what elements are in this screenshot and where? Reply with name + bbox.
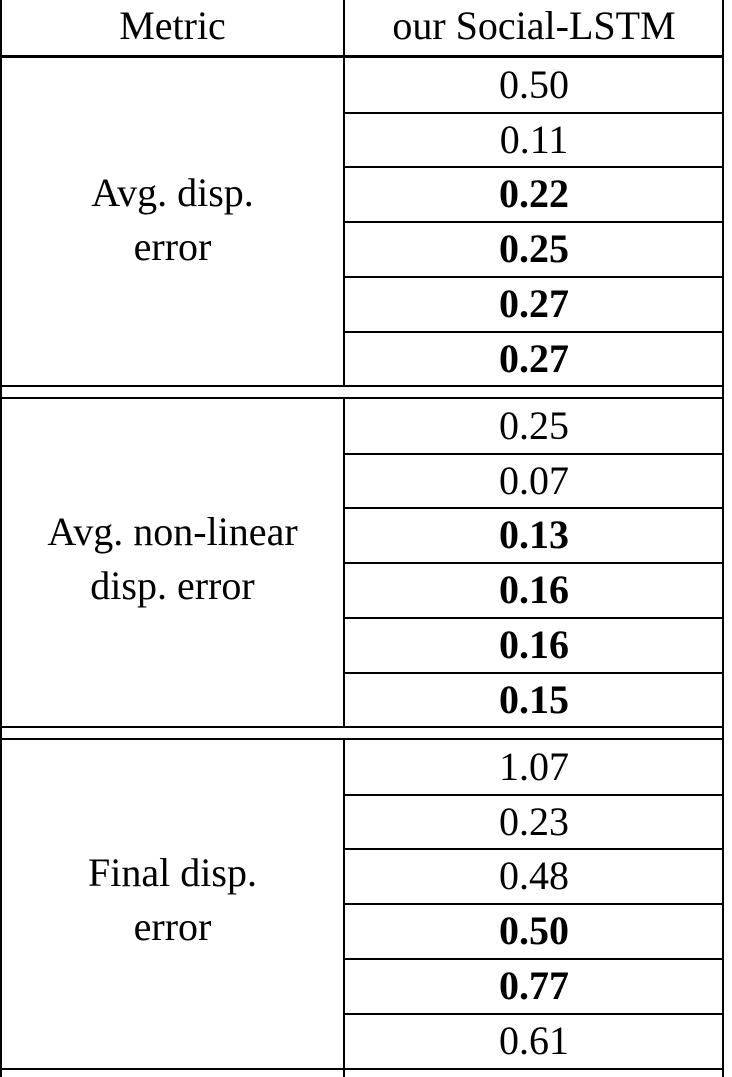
row-rule (345, 1012, 724, 1015)
value-cell: 0.27 (499, 335, 569, 381)
row-rule (345, 275, 724, 278)
value-cell: 0.13 (499, 512, 569, 558)
value-cell: 0.50 (499, 62, 569, 107)
header-model: our Social-LSTM (392, 3, 676, 48)
row-rule (345, 330, 724, 333)
value-cell: 0.23 (499, 798, 569, 844)
row-rule (345, 507, 724, 510)
table-left-border (0, 0, 2, 1077)
value-cell: 0.11 (499, 116, 569, 162)
column-divider (343, 0, 345, 1077)
row-rule (345, 111, 724, 114)
value-cell: 0.48 (499, 853, 569, 899)
value-cell: 1.07 (499, 744, 569, 789)
row-rule (345, 903, 724, 906)
row-rule (345, 616, 724, 619)
metric-label-avg-nonlinear-line2: disp. error (90, 563, 255, 608)
table-bottom-rule (0, 1068, 724, 1070)
metric-label-final-disp-line1: Final disp. (88, 850, 257, 895)
row-rule (345, 166, 724, 169)
metric-label-avg-disp-line1: Avg. disp. (91, 170, 254, 215)
value-cell: 0.25 (499, 403, 569, 448)
value-cell: 0.22 (499, 171, 569, 217)
row-rule (345, 848, 724, 851)
value-cell: 0.50 (499, 908, 569, 954)
group-separator-2-bottom (0, 738, 724, 740)
value-cell: 0.27 (499, 280, 569, 326)
header-metric: Metric (119, 3, 226, 48)
value-cell: 0.61 (499, 1017, 569, 1063)
group-separator-1-bottom (0, 397, 724, 399)
row-rule (345, 562, 724, 565)
metric-label-avg-disp-line2: error (133, 224, 212, 269)
group-separator-1-top (0, 385, 724, 387)
value-cell: 0.15 (499, 676, 569, 722)
group-separator-2-top (0, 726, 724, 728)
header-rule (0, 55, 724, 58)
value-cell: 0.16 (499, 621, 569, 667)
row-rule (345, 452, 724, 455)
value-cell: 0.25 (499, 226, 569, 272)
metric-label-final-disp-line2: error (133, 904, 212, 949)
table-right-border (722, 0, 724, 1077)
row-rule (345, 221, 724, 224)
value-cell: 0.07 (499, 457, 569, 503)
value-cell: 0.16 (499, 567, 569, 613)
row-rule (345, 671, 724, 674)
metric-label-avg-nonlinear-line1: Avg. non-linear (47, 509, 298, 554)
row-rule (345, 957, 724, 960)
row-rule (345, 793, 724, 796)
value-cell: 0.77 (499, 962, 569, 1008)
